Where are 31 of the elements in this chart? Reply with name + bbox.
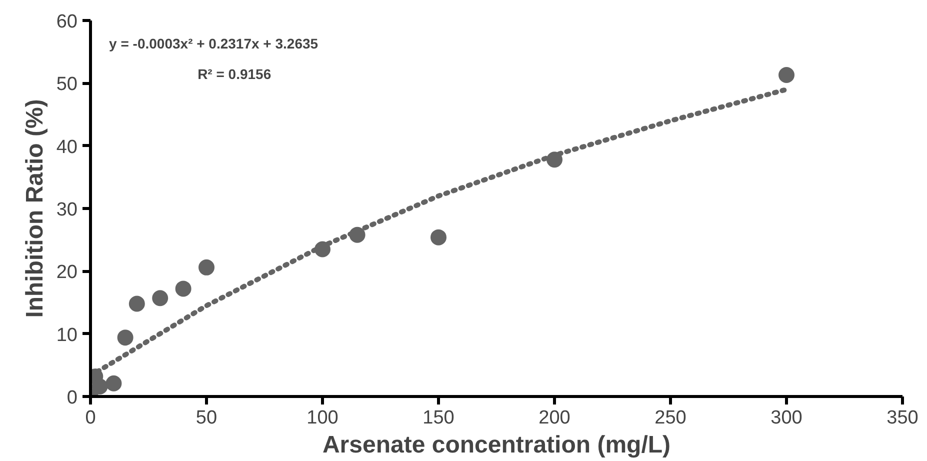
point [198,259,214,276]
y-tick-label: 10 [56,324,78,346]
y-tick-label: 50 [56,74,78,96]
x-tick-label: 50 [196,408,218,428]
y-tick-label: 20 [56,262,78,284]
point [152,290,168,306]
point [175,280,192,297]
y-tick-label: 30 [56,200,78,220]
x-tick-label: 150 [422,408,454,428]
point [349,226,366,243]
x-axis-title: Arsenate concentration (mg/L) [322,432,671,458]
x-tick-label: 100 [306,408,338,428]
point [430,229,446,246]
x-tick-label: 250 [654,408,686,428]
y-tick-label: 0 [66,388,78,408]
point [106,375,122,392]
annotation: y = -0.0003x² + 0.2317x + 3.2635 [109,36,318,52]
annotation: R² = 0.9156 [198,66,272,82]
point [778,67,794,84]
point [92,378,108,394]
point [546,152,562,168]
point [128,296,145,312]
y-tick-label: 40 [56,136,78,158]
x-tick-label: 200 [538,408,570,428]
point [314,241,330,258]
x-tick-label: 350 [886,408,918,428]
x-tick-label: 300 [770,408,802,428]
x-tick-label: 0 [85,408,96,428]
point [117,330,134,346]
y-axis-title: Inhibition Ratio (%) [21,99,48,318]
y-tick-label: 60 [56,12,78,32]
